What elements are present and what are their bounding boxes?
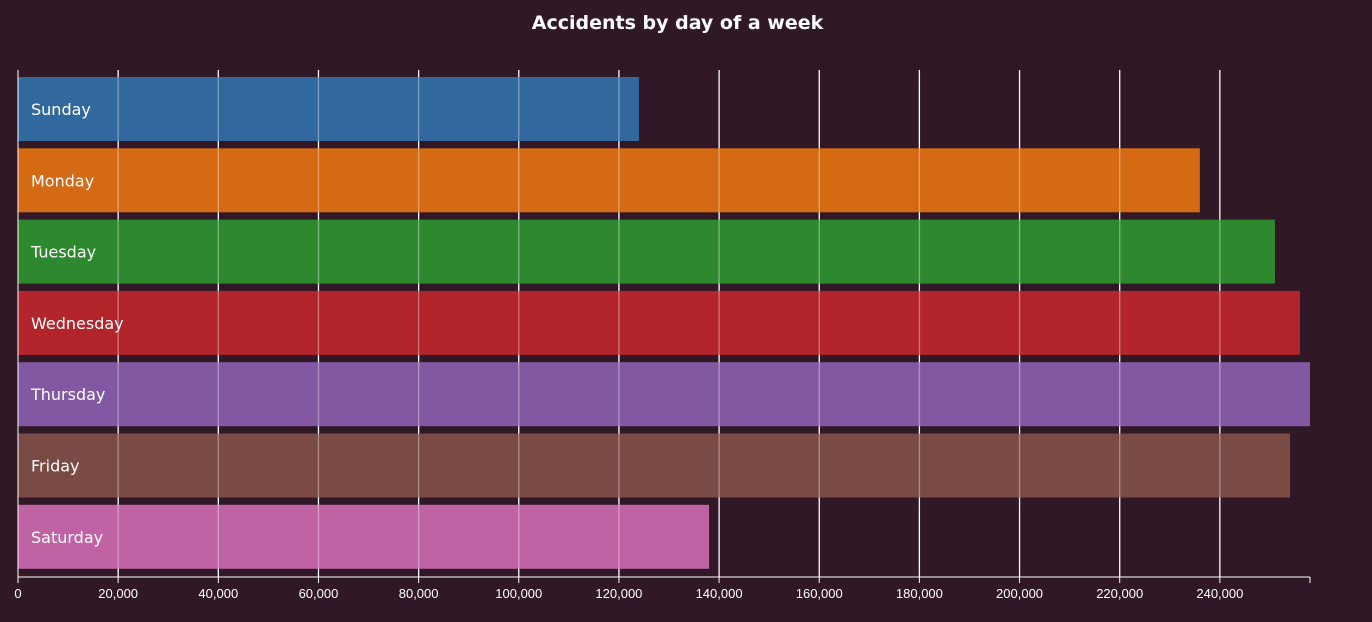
x-tick-label: 0	[14, 586, 21, 601]
bar-sunday	[18, 77, 639, 141]
bar-label-saturday: Saturday	[31, 528, 103, 547]
x-tick-label: 200,000	[996, 586, 1043, 601]
x-axis: 0 20,000 40,000 60,000 80,000 100,000 120,000 1…	[14, 70, 1311, 601]
x-tick-label: 120,000	[595, 586, 642, 601]
bar-label-friday: Friday	[31, 457, 80, 476]
bar-monday	[18, 148, 1200, 213]
bar-label-wednesday: Wednesday	[31, 314, 124, 333]
bar-labels-layer: Sunday Monday Tuesday Wednesday Thursday Frid…	[30, 100, 124, 547]
grid-layer	[117, 70, 1221, 577]
chart-title: Accidents by day of a week	[531, 12, 824, 34]
x-tick-label: 240,000	[1196, 586, 1243, 601]
x-tick-label: 40,000	[198, 586, 238, 601]
bar-label-tuesday: Tuesday	[30, 243, 96, 262]
bar-tuesday	[18, 219, 1275, 284]
bar-label-monday: Monday	[31, 171, 94, 190]
bars-layer	[18, 77, 1310, 569]
bar-label-sunday: Sunday	[31, 100, 91, 119]
x-tick-label: 20,000	[98, 586, 138, 601]
x-tick-label: 100,000	[495, 586, 542, 601]
x-tick-label: 160,000	[796, 586, 843, 601]
bar-thursday	[18, 362, 1310, 427]
bar-saturday	[18, 504, 710, 569]
bar-friday	[18, 433, 1290, 498]
x-tick-label: 80,000	[399, 586, 439, 601]
x-tick-label: 140,000	[696, 586, 743, 601]
x-tick-label: 220,000	[1096, 586, 1143, 601]
x-tick-label: 180,000	[896, 586, 943, 601]
bar-label-thursday: Thursday	[30, 385, 105, 404]
x-tick-label: 60,000	[299, 586, 339, 601]
bar-wednesday	[18, 290, 1300, 355]
